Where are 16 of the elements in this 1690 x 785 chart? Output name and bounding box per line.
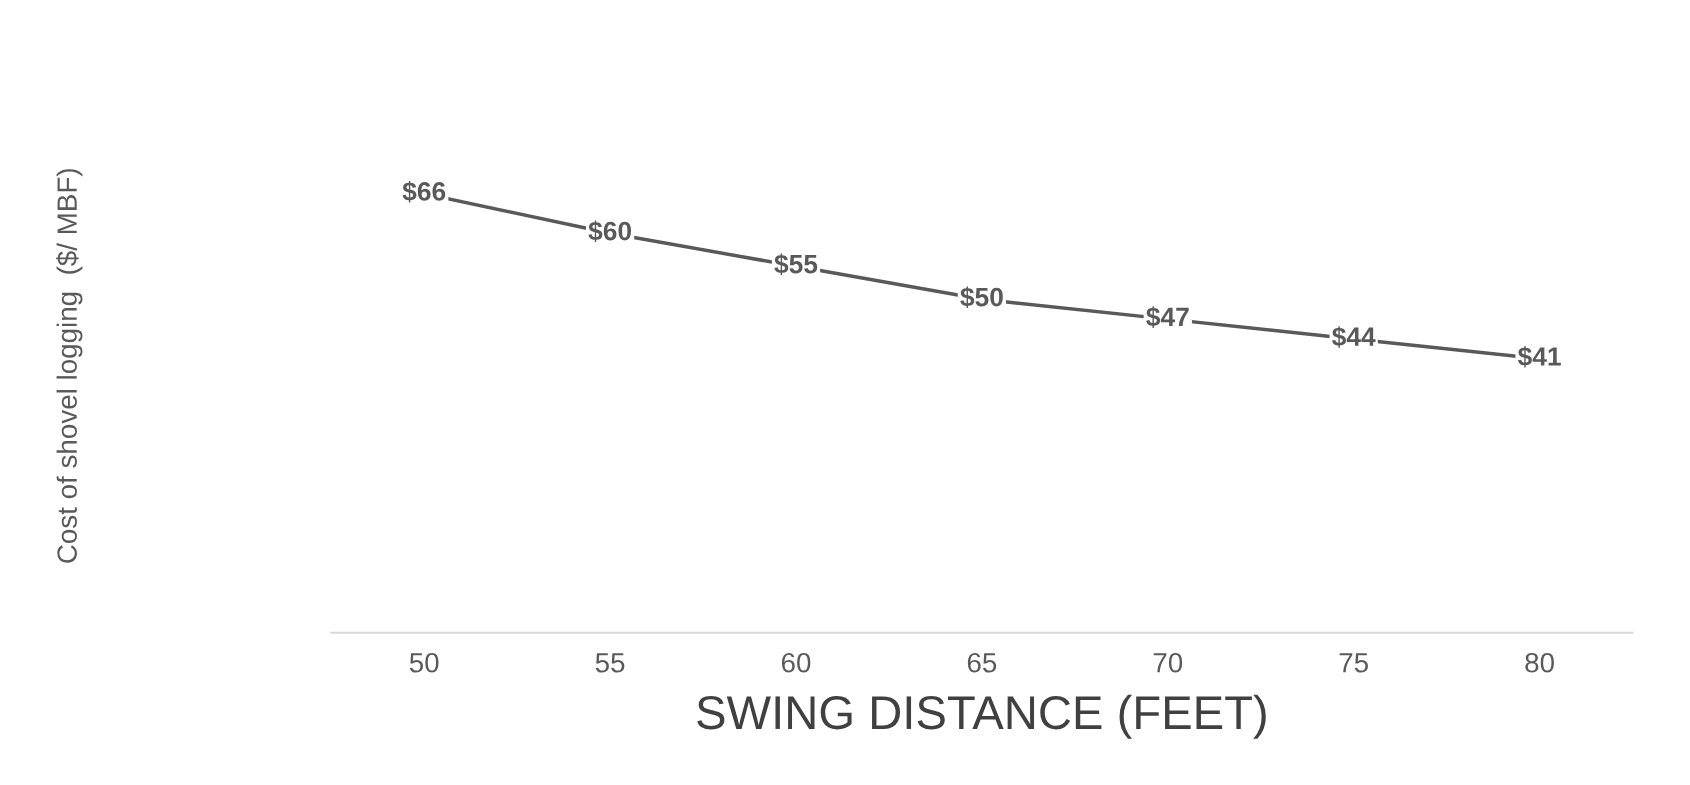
data-label: $44	[1332, 326, 1376, 348]
x-tick-label: 50	[409, 652, 439, 673]
x-tick-label: 75	[1339, 653, 1368, 673]
data-label: $60	[588, 220, 632, 243]
x-axis-title: SWING DISTANCE (FEET)	[697, 694, 1266, 739]
data-label: $47	[1146, 306, 1189, 328]
x-tick-label: 80	[1525, 652, 1554, 673]
x-tick-label: 70	[1153, 652, 1183, 673]
data-label: $41	[1517, 345, 1561, 368]
text: Cost of shovel logging ($/ MBF)	[56, 169, 83, 563]
x-tick-label: 60	[781, 652, 811, 673]
x-tick-label: 65	[967, 652, 997, 673]
data-label: $55	[774, 253, 818, 276]
data-label: $50	[960, 286, 1003, 309]
x-tick-label: 55	[595, 653, 625, 673]
data-label: $66	[402, 180, 446, 203]
